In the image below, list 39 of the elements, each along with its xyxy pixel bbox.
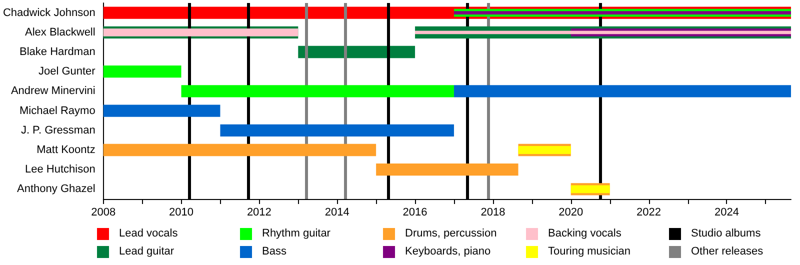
x-tick-label: 2018	[480, 206, 506, 218]
legend-label: Lead vocals	[119, 228, 178, 240]
legend-label: Lead guitar	[119, 246, 174, 258]
x-tick-label: 2012	[246, 206, 272, 218]
bar	[454, 85, 791, 98]
legend-label: Touring musician	[548, 246, 631, 258]
x-tick-label: 2016	[402, 206, 428, 218]
y-tick-label: Joel Gunter	[38, 66, 96, 78]
y-tick-label: Michael Raymo	[20, 104, 96, 117]
bar	[103, 66, 182, 78]
x-tick-label: 2024	[714, 206, 739, 218]
y-tick-label: Lee Hutchison	[25, 164, 96, 176]
legend-label: Bass	[262, 246, 287, 258]
bar	[103, 144, 376, 156]
legend-label: Keyboards, piano	[405, 246, 491, 258]
x-tick-label: 2020	[558, 206, 584, 218]
bar	[376, 164, 518, 176]
y-tick-label: Matt Koontz	[36, 144, 96, 156]
legend-label: Backing vocals	[548, 228, 622, 240]
y-tick-label: J. P. Gressman	[20, 124, 96, 136]
legend-label: Drums, percussion	[405, 228, 497, 240]
bar	[415, 30, 791, 34]
x-tick-label: 2010	[169, 206, 194, 218]
y-tick-label: Anthony Ghazel	[17, 183, 96, 196]
y-tick-label: Alex Blackwell	[25, 26, 96, 38]
y-tick-label: Andrew Minervini	[10, 85, 96, 98]
bar	[518, 146, 571, 154]
legend-label: Other releases	[691, 246, 764, 258]
x-tick-label: 2008	[91, 206, 116, 218]
bar	[103, 104, 220, 117]
legend-label: Studio albums	[691, 228, 762, 240]
bar	[181, 85, 454, 98]
bar	[220, 124, 454, 136]
x-tick-label: 2022	[636, 206, 662, 218]
y-tick-label: Chadwick Johnson	[2, 6, 96, 19]
bar	[298, 46, 416, 58]
y-tick-label: Blake Hardman	[20, 46, 96, 58]
legend-label: Rhythm guitar	[262, 228, 331, 240]
x-tick-label: 2014	[324, 206, 350, 218]
